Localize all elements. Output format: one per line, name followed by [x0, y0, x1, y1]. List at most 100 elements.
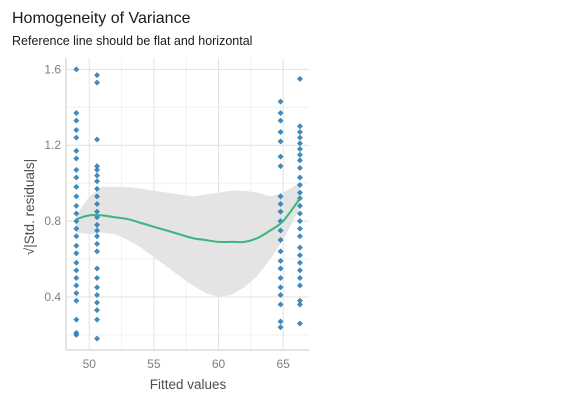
data-point — [73, 210, 80, 217]
x-tick-label: 60 — [212, 357, 226, 371]
data-point — [94, 265, 101, 272]
data-point — [277, 248, 284, 255]
data-point — [94, 292, 101, 299]
data-point — [94, 227, 101, 234]
data-point — [73, 290, 80, 297]
data-point — [73, 117, 80, 124]
data-point — [94, 335, 101, 342]
y-tick-label: 1.2 — [44, 138, 61, 152]
data-point — [296, 140, 303, 147]
data-point — [73, 147, 80, 154]
data-point — [277, 163, 284, 170]
data-point — [296, 267, 303, 274]
data-point — [73, 267, 80, 274]
data-point — [277, 318, 284, 325]
y-axis-label: √|Std. residuals| — [22, 159, 37, 255]
data-point — [94, 248, 101, 255]
y-tick-label: 0.8 — [44, 214, 61, 228]
data-point — [73, 316, 80, 323]
data-point — [277, 138, 284, 145]
x-tick-label: 50 — [83, 357, 97, 371]
data-point — [296, 134, 303, 141]
data-point — [277, 193, 284, 200]
data-point — [94, 316, 101, 323]
data-point — [73, 250, 80, 257]
data-point — [94, 221, 101, 228]
data-point — [277, 117, 284, 124]
data-point — [73, 259, 80, 266]
data-point — [296, 233, 303, 240]
data-point — [277, 324, 284, 331]
data-point — [73, 193, 80, 200]
data-point — [94, 274, 101, 281]
data-point — [73, 66, 80, 73]
data-point — [73, 225, 80, 232]
data-point — [277, 208, 284, 215]
data-point — [277, 128, 284, 135]
data-point — [277, 292, 284, 299]
y-tick-labels: 0.4 0.8 1.2 1.6 — [44, 62, 61, 304]
data-point — [277, 265, 284, 272]
data-point — [73, 242, 80, 249]
data-point — [94, 233, 101, 240]
data-point — [296, 151, 303, 158]
x-tick-label: 65 — [276, 357, 290, 371]
data-point — [296, 123, 303, 130]
chart-subtitle: Reference line should be flat and horizo… — [12, 34, 253, 48]
data-point — [296, 202, 303, 209]
data-point — [94, 72, 101, 79]
data-point — [94, 166, 101, 173]
y-tick-label: 0.4 — [44, 290, 61, 304]
data-point — [296, 218, 303, 225]
x-axis-label: Fitted values — [150, 377, 227, 392]
data-point — [277, 98, 284, 105]
y-tick-label: 1.6 — [44, 62, 61, 76]
x-tick-labels: 50 55 60 65 — [83, 357, 291, 371]
data-point — [73, 202, 80, 209]
data-point — [296, 157, 303, 164]
data-point — [73, 282, 80, 289]
data-point — [73, 274, 80, 281]
data-point — [73, 297, 80, 304]
data-point — [277, 201, 284, 207]
data-point — [73, 127, 80, 134]
data-point — [296, 174, 303, 181]
data-point — [296, 189, 303, 196]
data-point — [296, 297, 303, 304]
data-point — [94, 240, 101, 247]
data-point — [73, 109, 80, 116]
scatter-points — [73, 66, 303, 342]
data-point — [296, 252, 303, 259]
smooth-line — [75, 197, 301, 244]
data-point — [94, 193, 101, 200]
data-point — [296, 164, 303, 171]
data-point — [296, 244, 303, 251]
data-point — [277, 227, 284, 234]
data-point — [94, 136, 101, 143]
data-point — [73, 166, 80, 173]
data-point — [296, 274, 303, 281]
confidence-band — [76, 183, 300, 297]
data-point — [94, 307, 101, 314]
data-point — [73, 233, 80, 240]
data-point — [94, 201, 101, 207]
data-point — [277, 109, 284, 116]
data-point — [296, 182, 303, 189]
data-point — [73, 134, 80, 141]
data-point — [277, 153, 284, 160]
data-point — [73, 183, 80, 190]
data-point — [94, 163, 101, 170]
x-tick-label: 55 — [147, 357, 161, 371]
data-point — [296, 225, 303, 232]
data-point — [73, 174, 80, 181]
data-point — [296, 128, 303, 135]
data-point — [277, 237, 284, 244]
data-point — [296, 146, 303, 153]
data-point — [277, 284, 284, 291]
data-point — [94, 185, 101, 192]
data-point — [94, 178, 101, 185]
data-point — [277, 257, 284, 264]
data-point — [94, 79, 101, 86]
data-point — [277, 274, 284, 281]
